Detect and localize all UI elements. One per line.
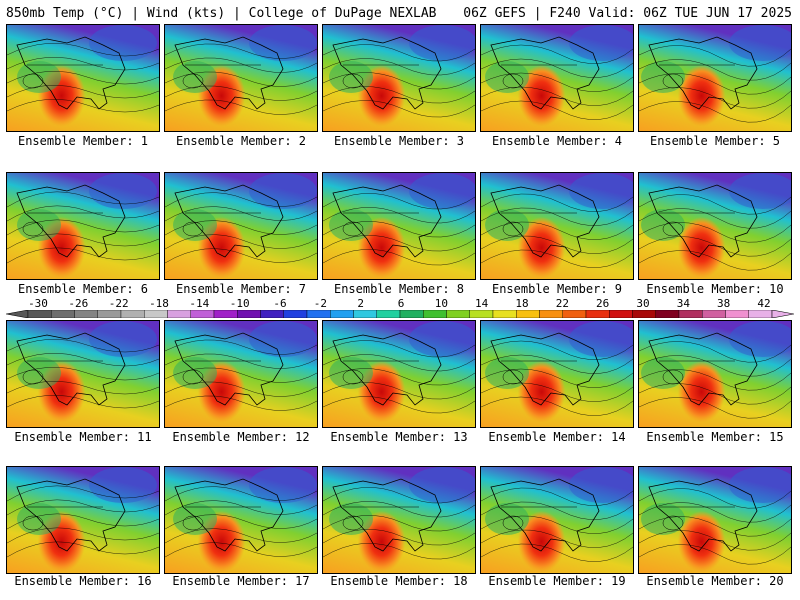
ensemble-member-map — [164, 24, 318, 132]
colorbar-tick-label: 34 — [676, 297, 690, 310]
ensemble-member-label: Ensemble Member: 3 — [333, 134, 465, 148]
colorbar-tick-label: 2 — [357, 297, 364, 310]
ensemble-member-map — [164, 466, 318, 574]
colorbar-tick-label: 30 — [636, 297, 650, 310]
colorbar-swatch — [190, 310, 215, 318]
colorbar-swatch — [144, 310, 168, 318]
colorbar-swatch — [585, 310, 610, 318]
ensemble-member-map — [638, 320, 792, 428]
ensemble-member-map — [322, 320, 476, 428]
colorbar-swatch — [539, 310, 563, 318]
colorbar-swatch — [702, 310, 726, 318]
ensemble-member-map — [164, 320, 318, 428]
ensemble-member-label: Ensemble Member: 11 — [14, 430, 152, 444]
colorbar-swatch — [260, 310, 284, 318]
colorbar-tick-label: 14 — [475, 297, 489, 310]
ensemble-member-map — [638, 466, 792, 574]
colorbar-tick-label: 10 — [434, 297, 448, 310]
colorbar-swatch — [399, 310, 424, 318]
ensemble-member-label: Ensemble Member: 2 — [175, 134, 307, 148]
colorbar-tick-label: 26 — [596, 297, 610, 310]
ensemble-member-label: Ensemble Member: 8 — [333, 282, 465, 296]
ensemble-member-label: Ensemble Member: 9 — [491, 282, 623, 296]
colorbar-tick-label: 6 — [397, 297, 405, 310]
ensemble-member-label: Ensemble Member: 7 — [175, 282, 307, 296]
colorbar-swatch — [609, 310, 633, 318]
ensemble-member-label: Ensemble Member: 18 — [330, 574, 468, 588]
ensemble-member-label: Ensemble Member: 13 — [330, 430, 468, 444]
colorbar-swatch — [748, 310, 773, 318]
colorbar-swatch — [353, 310, 377, 318]
ensemble-member-map — [164, 172, 318, 280]
colorbar-tick-label: 38 — [717, 297, 731, 310]
ensemble-member-map — [322, 24, 476, 132]
colorbar-swatch — [120, 310, 145, 318]
ensemble-member-label: Ensemble Member: 6 — [17, 282, 149, 296]
map-title: 850mb Temp (°C) | Wind (kts) | College o… — [6, 6, 437, 21]
colorbar-tick-label: -6 — [273, 297, 287, 310]
ensemble-member-label: Ensemble Member: 17 — [172, 574, 310, 588]
colorbar-swatch — [27, 310, 52, 318]
ensemble-member-label: Ensemble Member: 19 — [488, 574, 626, 588]
ensemble-member-map — [638, 24, 792, 132]
colorbar-swatch — [678, 310, 703, 318]
colorbar-tick-label: -2 — [313, 297, 327, 310]
ensemble-member-map — [6, 24, 160, 132]
colorbar-swatch — [306, 310, 331, 318]
ensemble-member-label: Ensemble Member: 1 — [17, 134, 149, 148]
ensemble-member-map — [480, 466, 634, 574]
colorbar-swatch — [492, 310, 517, 318]
ensemble-member-label: Ensemble Member: 15 — [646, 430, 784, 444]
colorbar-swatch — [97, 310, 122, 318]
temperature-colorbar — [6, 310, 794, 318]
colorbar-swatch — [283, 310, 308, 318]
colorbar-swatch — [655, 310, 680, 318]
ensemble-member-label: Ensemble Member: 4 — [491, 134, 623, 148]
colorbar-swatch — [562, 310, 587, 318]
colorbar-low-arrow — [6, 310, 29, 318]
model-run-valid-time: 06Z GEFS | F240 Valid: 06Z TUE JUN 17 20… — [463, 6, 792, 21]
colorbar-swatch — [51, 310, 75, 318]
colorbar-swatch — [516, 310, 540, 318]
colorbar-tick-label: 22 — [555, 297, 569, 310]
ensemble-member-map — [322, 466, 476, 574]
ensemble-member-map — [6, 172, 160, 280]
ensemble-member-map — [6, 466, 160, 574]
colorbar-swatch — [446, 310, 470, 318]
colorbar-swatch — [74, 310, 98, 318]
colorbar-tick-label: 42 — [757, 297, 771, 310]
ensemble-member-map — [6, 320, 160, 428]
colorbar-swatch — [725, 310, 749, 318]
ensemble-member-map — [322, 172, 476, 280]
colorbar-swatch — [423, 310, 447, 318]
colorbar-swatch — [469, 310, 494, 318]
colorbar-swatch — [167, 310, 191, 318]
colorbar-tick-label: -22 — [108, 297, 129, 310]
colorbar-tick-label: -14 — [189, 297, 210, 310]
ensemble-member-label: Ensemble Member: 20 — [646, 574, 784, 588]
colorbar-swatch — [376, 310, 401, 318]
ensemble-member-map — [480, 172, 634, 280]
ensemble-member-label: Ensemble Member: 10 — [646, 282, 784, 296]
ensemble-member-label: Ensemble Member: 5 — [649, 134, 781, 148]
ensemble-member-map — [480, 24, 634, 132]
colorbar-tick-label: -30 — [28, 297, 48, 310]
colorbar-tick-label: -26 — [68, 297, 89, 310]
colorbar-swatch — [237, 310, 261, 318]
colorbar-swatch — [213, 310, 238, 318]
colorbar-tick-label: -10 — [229, 297, 250, 310]
ensemble-member-label: Ensemble Member: 16 — [14, 574, 152, 588]
ensemble-member-map — [638, 172, 792, 280]
ensemble-member-map — [480, 320, 634, 428]
colorbar-swatch — [330, 310, 354, 318]
colorbar-high-arrow — [771, 310, 794, 318]
colorbar-tick-label: -18 — [149, 297, 169, 310]
colorbar-swatch — [632, 310, 656, 318]
ensemble-member-label: Ensemble Member: 14 — [488, 430, 626, 444]
colorbar-tick-label: 18 — [515, 297, 529, 310]
ensemble-member-label: Ensemble Member: 12 — [172, 430, 310, 444]
